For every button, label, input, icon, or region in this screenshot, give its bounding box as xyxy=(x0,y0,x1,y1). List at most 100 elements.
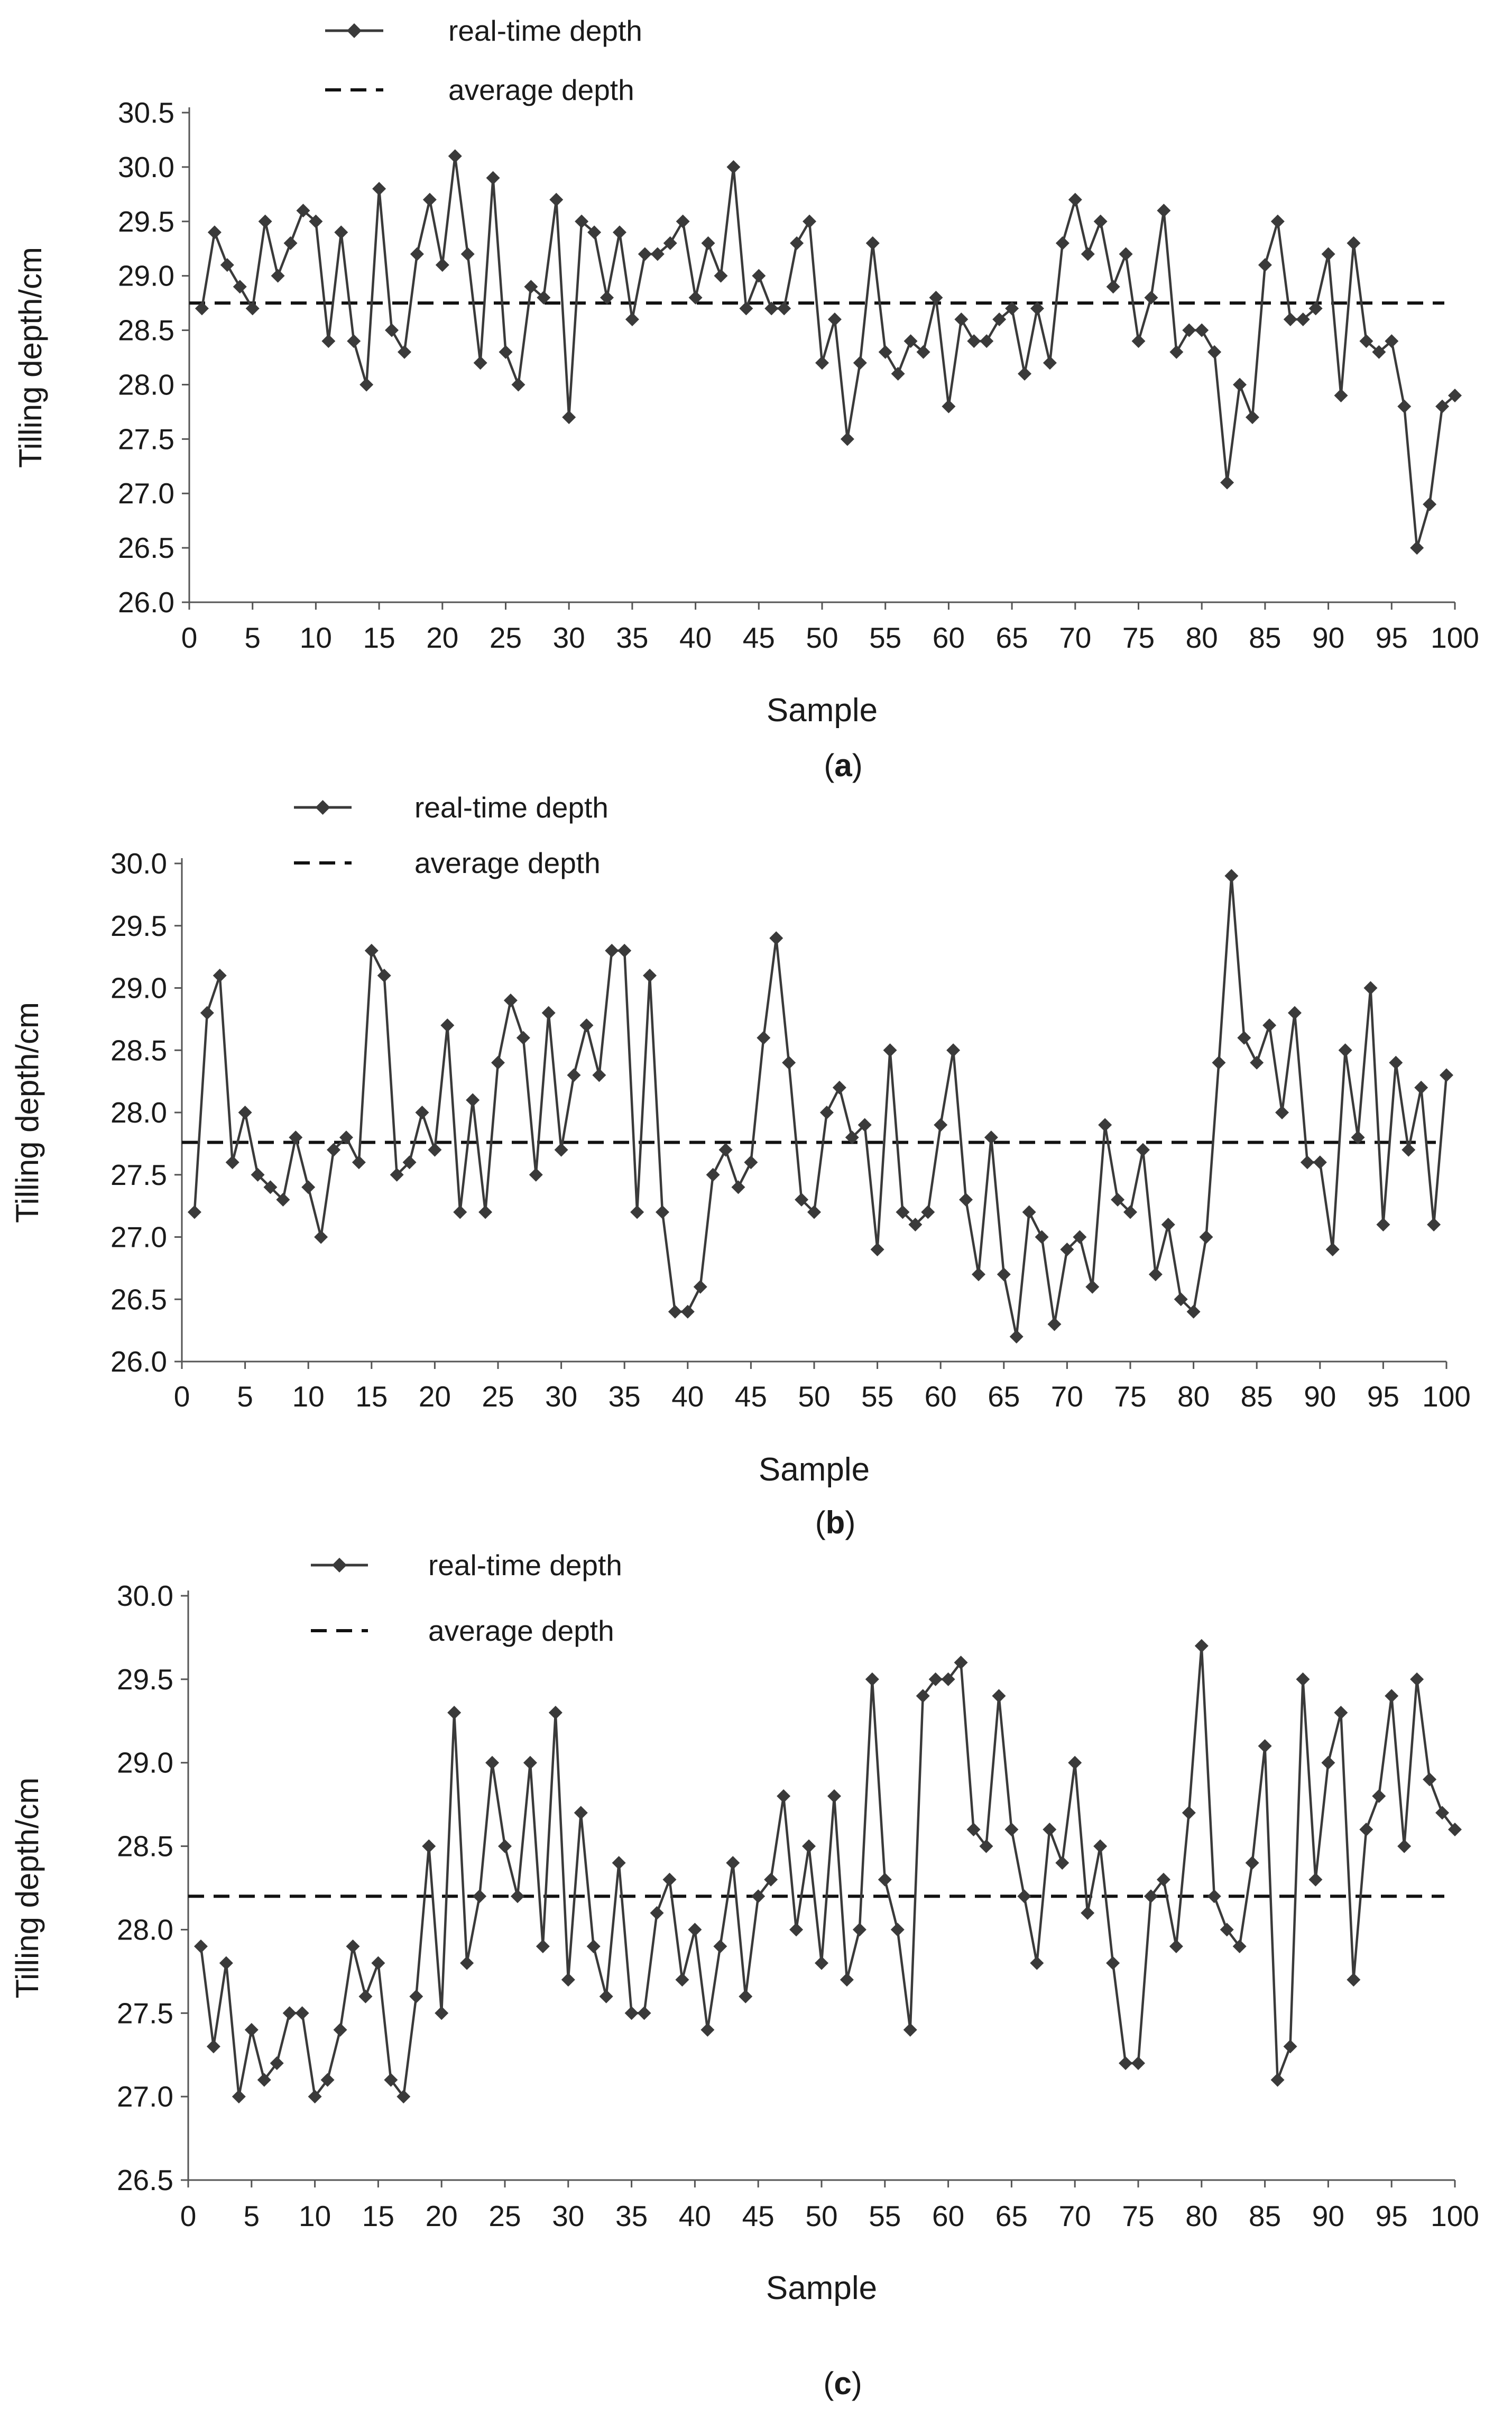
data-point-marker xyxy=(1093,214,1108,228)
x-tick-label: 50 xyxy=(805,2200,837,2232)
y-tick-label: 30.0 xyxy=(117,1579,173,1612)
data-point-marker xyxy=(638,247,652,261)
x-tick-label: 35 xyxy=(616,621,648,654)
data-point-marker xyxy=(693,1280,707,1294)
data-point-marker xyxy=(777,301,791,316)
data-point-marker xyxy=(908,1217,923,1231)
data-point-marker xyxy=(1199,1230,1213,1244)
panel-caption: (b) xyxy=(815,1505,856,1540)
x-tick-label: 30 xyxy=(545,1380,577,1413)
data-point-marker xyxy=(537,290,551,305)
data-point-marker xyxy=(1035,1230,1049,1244)
x-tick-label: 40 xyxy=(679,621,712,654)
data-point-marker xyxy=(1119,2056,1133,2070)
data-point-marker xyxy=(870,1243,884,1257)
data-point-marker xyxy=(726,1856,740,1870)
y-tick-label: 30.0 xyxy=(110,847,167,880)
data-point-marker xyxy=(327,1143,341,1157)
data-point-marker xyxy=(688,290,703,305)
data-point-marker xyxy=(637,2006,651,2020)
data-point-marker xyxy=(701,236,715,250)
data-point-marker xyxy=(700,2022,715,2037)
data-point-marker xyxy=(827,1789,841,1803)
x-tick-label: 80 xyxy=(1177,1380,1210,1413)
data-point-marker xyxy=(599,1989,613,2003)
data-point-marker xyxy=(789,1923,804,1937)
x-tick-label: 45 xyxy=(735,1380,767,1413)
data-point-marker xyxy=(1287,1006,1302,1020)
x-tick-label: 60 xyxy=(932,2200,964,2232)
data-point-marker xyxy=(263,1180,278,1194)
data-point-marker xyxy=(946,1043,961,1058)
data-point-marker xyxy=(549,192,564,207)
data-point-marker xyxy=(764,301,779,316)
data-point-marker xyxy=(510,1889,524,1904)
data-point-marker xyxy=(942,399,956,413)
x-tick-label: 15 xyxy=(355,1380,388,1413)
data-point-marker xyxy=(289,1130,303,1145)
data-point-marker xyxy=(1389,1055,1403,1070)
data-point-marker xyxy=(485,1755,500,1770)
data-point-marker xyxy=(574,1806,588,1820)
legend-label-real-time: real-time depth xyxy=(448,14,642,47)
data-point-marker xyxy=(782,1055,796,1070)
data-point-marker xyxy=(852,1923,866,1937)
data-point-marker xyxy=(1334,389,1348,403)
data-point-marker xyxy=(1410,541,1424,555)
data-point-marker xyxy=(1068,192,1082,207)
data-point-marker xyxy=(309,214,323,228)
data-point-marker xyxy=(410,247,424,261)
x-tick-label: 65 xyxy=(988,1380,1020,1413)
data-point-marker xyxy=(220,258,234,272)
data-point-marker xyxy=(928,1672,943,1686)
y-tick-label: 29.0 xyxy=(117,1746,173,1779)
data-point-marker xyxy=(1169,1939,1183,1953)
data-point-marker xyxy=(896,1205,910,1219)
data-point-marker xyxy=(422,192,437,207)
panel-label: a xyxy=(834,748,852,783)
x-tick-label: 0 xyxy=(174,1380,190,1413)
data-point-marker xyxy=(473,356,487,370)
data-point-marker xyxy=(1440,1068,1453,1082)
y-tick-label: 28.5 xyxy=(117,1830,173,1863)
x-tick-label: 35 xyxy=(615,2200,648,2232)
legend-label-real-time: real-time depth xyxy=(414,791,609,824)
data-point-marker xyxy=(283,236,298,250)
x-tick-label: 55 xyxy=(861,1380,893,1413)
y-tick-label: 28.5 xyxy=(110,1034,167,1067)
data-point-marker xyxy=(1174,1292,1188,1307)
data-point-marker xyxy=(1308,1872,1323,1887)
x-tick-label: 100 xyxy=(1422,1380,1471,1413)
data-point-marker xyxy=(1148,1267,1163,1282)
data-point-marker xyxy=(668,1304,682,1319)
data-point-marker xyxy=(1068,1755,1082,1770)
data-point-marker xyxy=(1144,1889,1158,1904)
data-point-marker xyxy=(1321,1755,1335,1770)
data-point-marker xyxy=(1022,1205,1036,1219)
data-point-marker xyxy=(478,1205,493,1219)
x-tick-label: 45 xyxy=(743,621,775,654)
x-tick-label: 50 xyxy=(806,621,838,654)
data-point-marker xyxy=(1060,1243,1074,1257)
data-point-marker xyxy=(845,1130,859,1145)
x-tick-label: 90 xyxy=(1312,621,1344,654)
x-tick-label: 35 xyxy=(609,1380,641,1413)
data-point-marker xyxy=(554,1143,568,1157)
data-point-marker xyxy=(238,1106,252,1119)
data-point-marker xyxy=(934,1118,948,1132)
data-point-marker xyxy=(650,1906,664,1920)
data-point-marker xyxy=(941,1672,955,1686)
data-point-marker xyxy=(1047,1317,1062,1331)
data-point-marker xyxy=(1043,356,1057,370)
data-point-marker xyxy=(402,1155,417,1170)
data-point-marker xyxy=(1237,1031,1251,1045)
legend-label-real-time: real-time depth xyxy=(428,1549,622,1582)
x-tick-label: 65 xyxy=(995,2200,1028,2232)
data-point-marker xyxy=(232,2090,246,2104)
data-point-marker xyxy=(460,247,475,261)
data-point-marker xyxy=(1119,247,1133,261)
x-tick-label: 30 xyxy=(552,2200,584,2232)
data-point-marker xyxy=(195,301,209,316)
data-point-marker xyxy=(1283,312,1297,326)
